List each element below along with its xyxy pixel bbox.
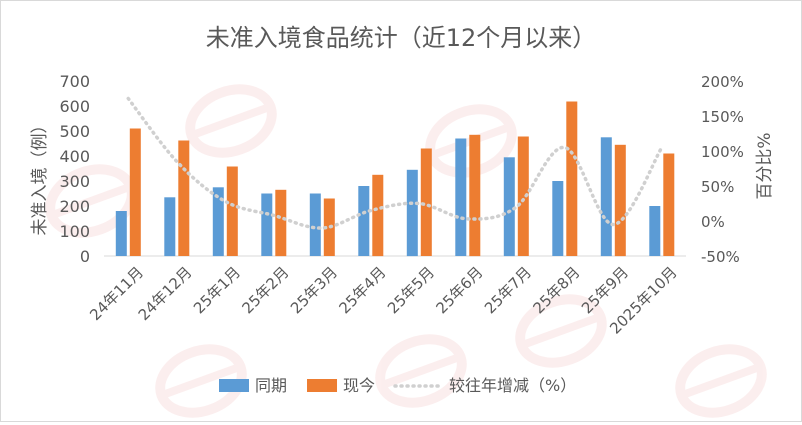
x-tick-label: 25年4月 <box>335 263 389 317</box>
line-layer <box>126 96 664 230</box>
bar-prior <box>164 197 176 257</box>
y2-axis-ticks: -50% 0% 50% 100% 150% 200% <box>701 73 744 266</box>
x-tick-label: 25年8月 <box>529 263 583 317</box>
y2-tick-label: 200% <box>701 73 744 91</box>
y-tick-label: 0 <box>80 247 90 266</box>
y2-tick-label: -50% <box>701 248 740 266</box>
x-tick-label: 25年2月 <box>238 263 292 317</box>
bar-current <box>226 166 238 256</box>
bar-current <box>614 144 626 257</box>
legend-swatch <box>219 379 249 392</box>
chart-title: 未准入境食品统计（近12个月以来） <box>206 24 597 52</box>
watermark-bar <box>163 364 239 398</box>
bar-prior <box>406 169 418 257</box>
y-axis-ticks: 0 100 200 300 400 500 600 700 <box>59 72 90 266</box>
watermark-mark <box>675 344 767 418</box>
x-tick-label: 25年7月 <box>481 263 535 317</box>
bar-prior <box>455 138 467 256</box>
x-tick-label: 25年6月 <box>432 263 486 317</box>
watermark-ring <box>185 84 277 158</box>
legend-label: 现今 <box>343 376 375 395</box>
bar-prior <box>552 181 564 256</box>
watermark-mark <box>155 344 247 418</box>
y2-axis-title: 百分比% <box>755 132 775 199</box>
y2-tick-label: 50% <box>701 178 734 196</box>
legend-label: 较往年增减（%） <box>449 376 576 395</box>
watermark-bar <box>683 364 759 398</box>
x-tick-label: 24年12月 <box>135 263 196 324</box>
y2-tick-label: 100% <box>701 143 744 161</box>
y-axis-title: 未准入境（例） <box>30 117 50 236</box>
bar-current <box>469 134 481 257</box>
y-tick-label: 100 <box>59 222 90 241</box>
line-series-change <box>126 96 664 230</box>
legend: 同期 现今 较往年增减（%） <box>219 376 576 395</box>
watermark-bar <box>383 354 459 388</box>
watermark-layer <box>45 84 767 418</box>
bar-prior <box>309 193 321 256</box>
bars-layer <box>115 101 675 257</box>
y-tick-label: 300 <box>59 172 90 191</box>
y-tick-label: 200 <box>59 197 90 216</box>
y2-tick-label: 150% <box>701 108 744 126</box>
bar-current <box>420 148 432 256</box>
x-axis-ticks: 24年11月24年12月25年1月25年2月25年3月25年4月25年5月25年… <box>86 263 680 337</box>
bar-current <box>517 136 529 256</box>
watermark-ring <box>155 344 247 418</box>
watermark-bar <box>523 314 599 348</box>
watermark-bar <box>53 184 129 218</box>
watermark-ring <box>375 334 467 408</box>
bar-prior <box>212 187 224 257</box>
bar-current <box>178 140 190 256</box>
watermark-ring <box>515 294 607 368</box>
watermark-mark <box>375 334 467 408</box>
watermark-ring <box>675 344 767 418</box>
y-tick-label: 400 <box>59 147 90 166</box>
bar-current <box>129 128 141 256</box>
bar-prior <box>115 211 127 256</box>
watermark-bar <box>193 104 269 138</box>
bar-prior <box>649 206 661 256</box>
legend-swatch <box>307 379 338 392</box>
bar-prior <box>503 157 515 257</box>
y-tick-label: 700 <box>59 72 90 91</box>
bar-prior <box>358 186 370 256</box>
y2-tick-label: 0% <box>701 213 725 231</box>
bar-prior <box>600 137 612 257</box>
x-tick-label: 25年1月 <box>190 263 244 317</box>
bar-current <box>275 189 287 257</box>
bar-prior <box>261 193 273 256</box>
legend-label: 同期 <box>255 376 287 395</box>
x-tick-label: 25年3月 <box>287 263 341 317</box>
bar-current <box>566 101 578 256</box>
x-tick-label: 25年5月 <box>384 263 438 317</box>
y-tick-label: 500 <box>59 122 90 141</box>
bar-current <box>663 153 675 256</box>
bar-current <box>372 174 384 257</box>
y-tick-label: 600 <box>59 97 90 116</box>
watermark-mark <box>515 294 607 368</box>
watermark-mark <box>185 84 277 158</box>
